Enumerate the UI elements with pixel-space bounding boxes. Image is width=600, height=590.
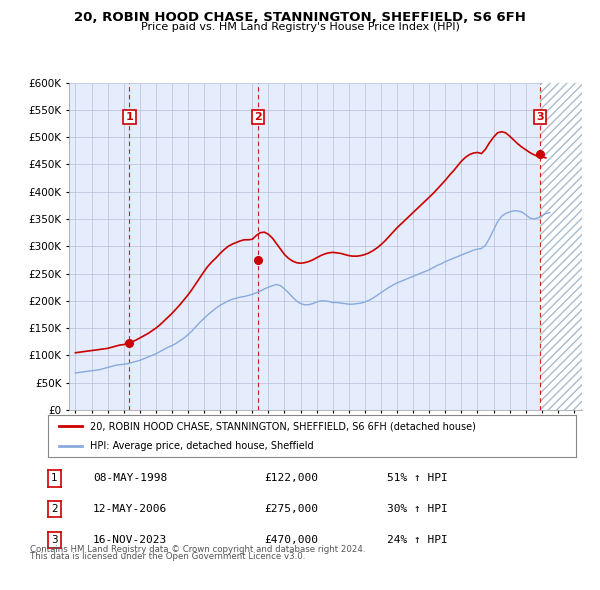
Text: Contains HM Land Registry data © Crown copyright and database right 2024.: Contains HM Land Registry data © Crown c… [30,545,365,554]
Text: 1: 1 [51,474,58,483]
Text: 08-MAY-1998: 08-MAY-1998 [93,474,167,483]
Text: HPI: Average price, detached house, Sheffield: HPI: Average price, detached house, Shef… [90,441,314,451]
Text: 20, ROBIN HOOD CHASE, STANNINGTON, SHEFFIELD, S6 6FH (detached house): 20, ROBIN HOOD CHASE, STANNINGTON, SHEFF… [90,421,476,431]
Bar [258,83,540,410]
Text: 2: 2 [254,112,262,122]
Text: This data is licensed under the Open Government Licence v3.0.: This data is licensed under the Open Gov… [30,552,305,561]
Text: 1: 1 [125,112,133,122]
Text: 3: 3 [536,112,544,122]
Bar [540,83,582,410]
Text: 30% ↑ HPI: 30% ↑ HPI [387,504,448,514]
Text: £122,000: £122,000 [264,474,318,483]
Text: £470,000: £470,000 [264,535,318,545]
Text: £275,000: £275,000 [264,504,318,514]
Text: 51% ↑ HPI: 51% ↑ HPI [387,474,448,483]
Text: 24% ↑ HPI: 24% ↑ HPI [387,535,448,545]
Bar [69,83,130,410]
Bar [540,83,582,410]
Text: 12-MAY-2006: 12-MAY-2006 [93,504,167,514]
Text: 3: 3 [51,535,58,545]
Bar [540,83,582,410]
Text: Price paid vs. HM Land Registry's House Price Index (HPI): Price paid vs. HM Land Registry's House … [140,22,460,32]
Bar [130,83,258,410]
Text: 2: 2 [51,504,58,514]
Text: 16-NOV-2023: 16-NOV-2023 [93,535,167,545]
Text: 20, ROBIN HOOD CHASE, STANNINGTON, SHEFFIELD, S6 6FH: 20, ROBIN HOOD CHASE, STANNINGTON, SHEFF… [74,11,526,24]
